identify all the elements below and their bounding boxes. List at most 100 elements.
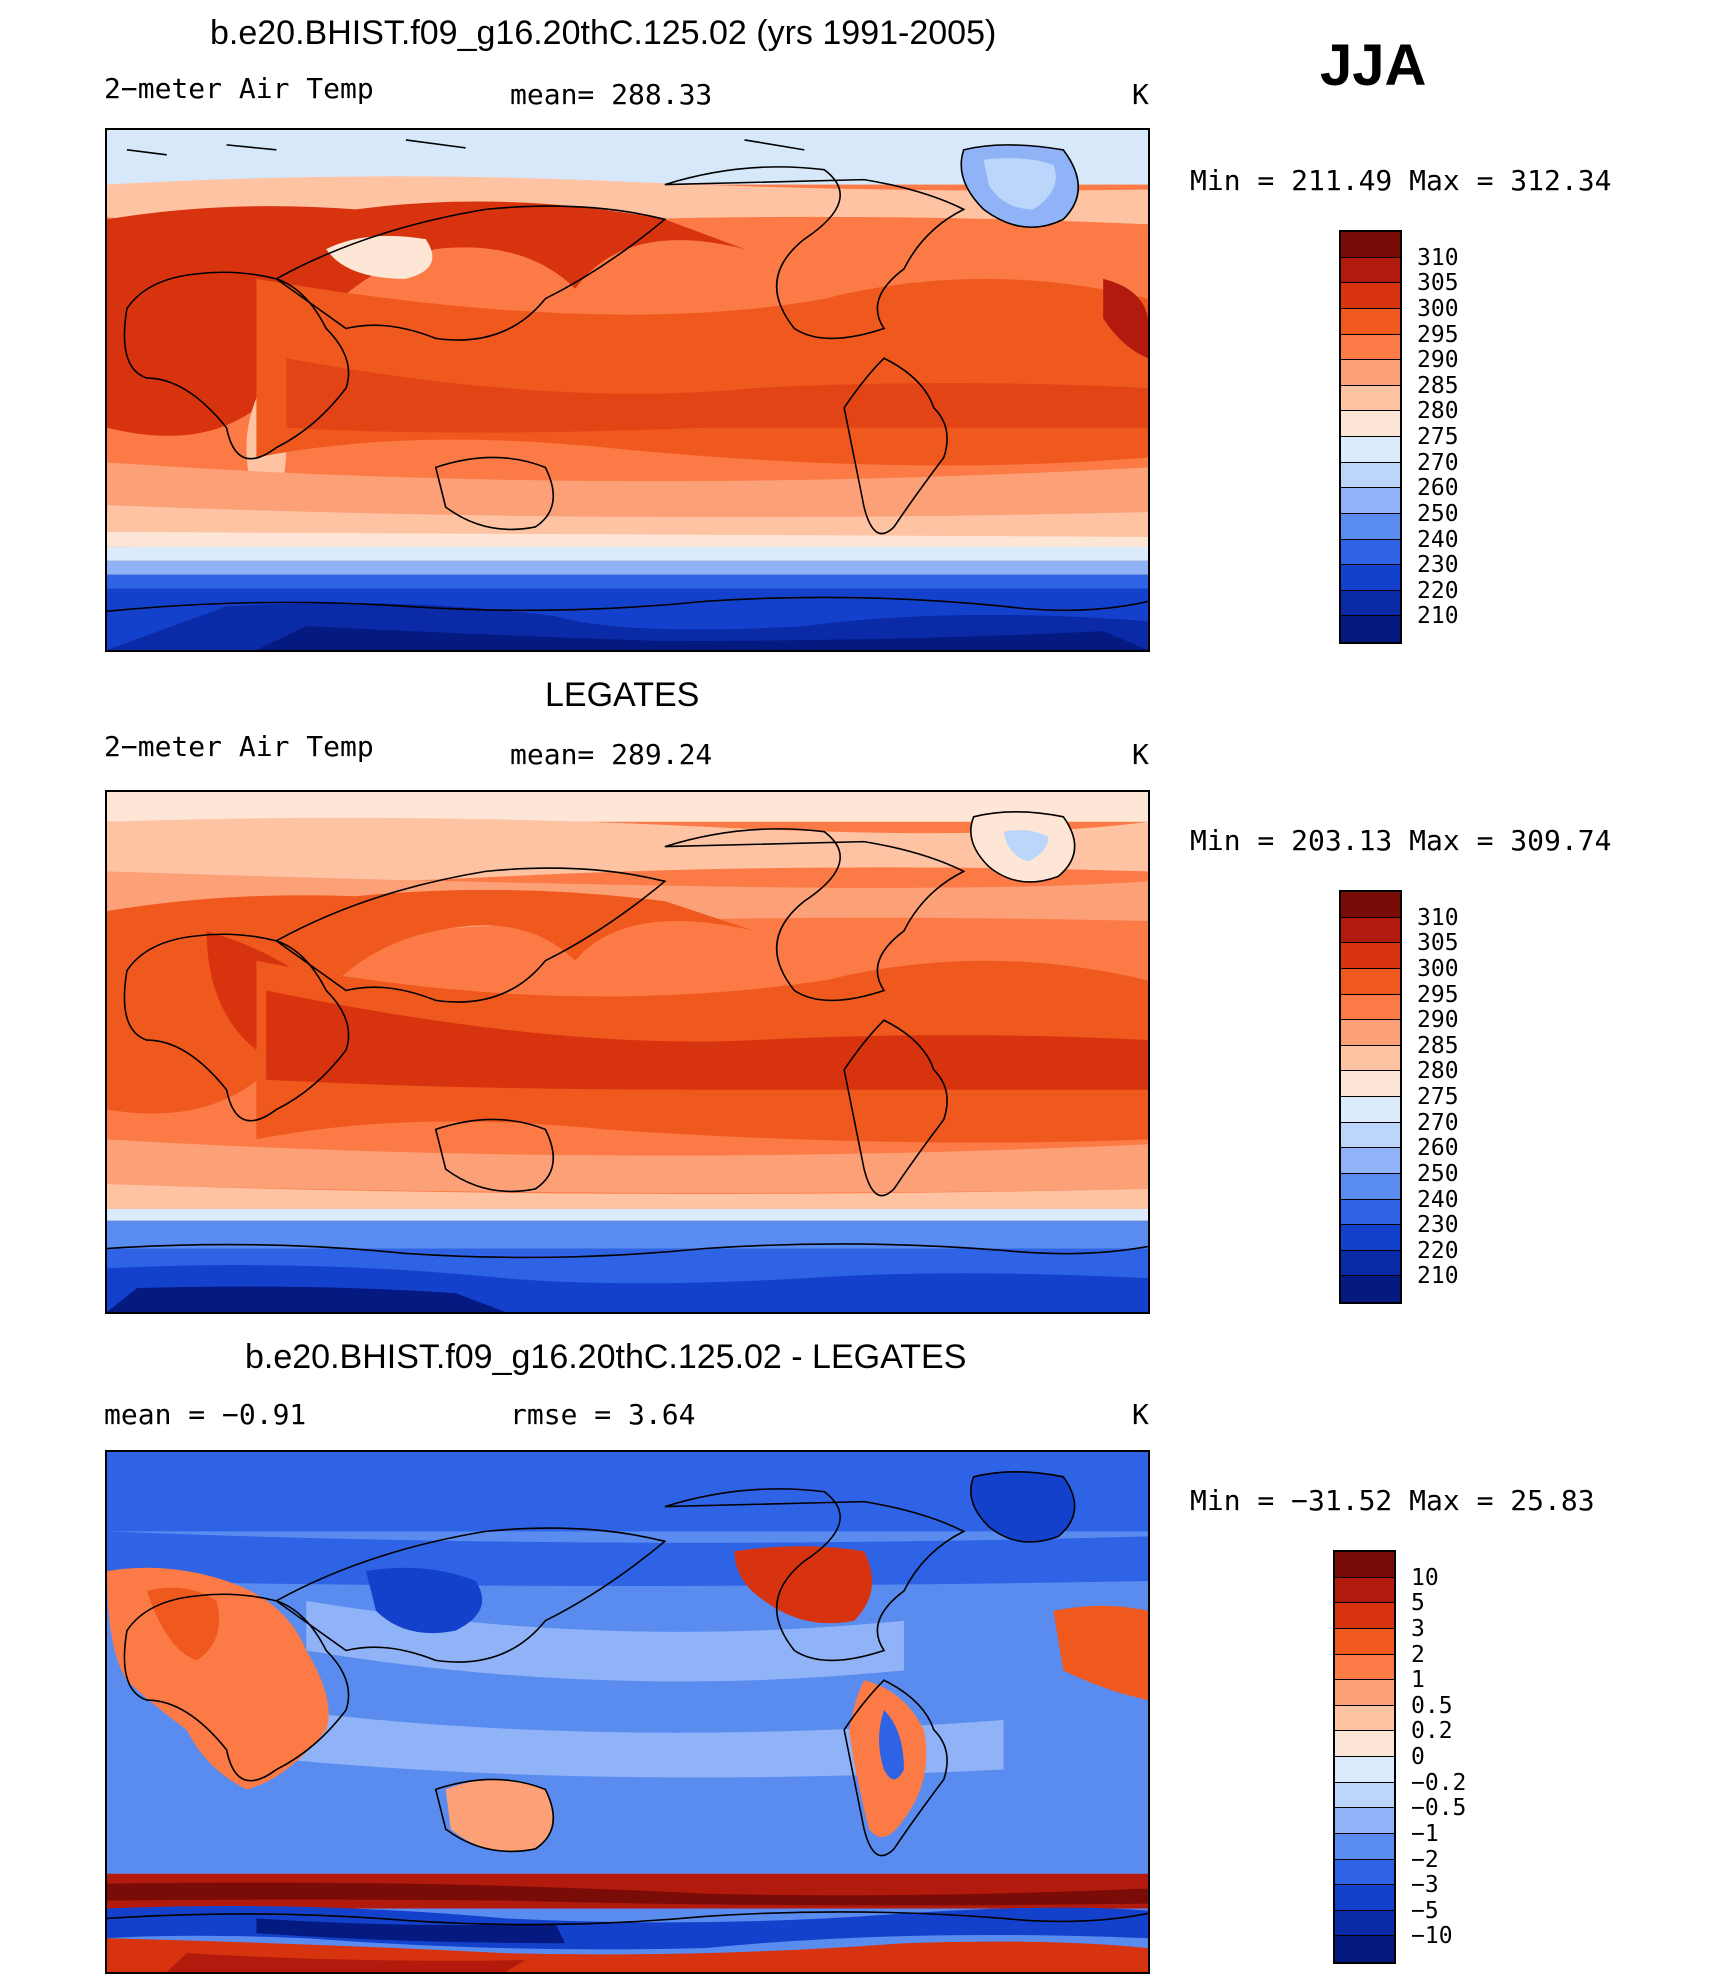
panel-1-unit-label: K — [1132, 78, 1149, 111]
colorbar-swatch — [1341, 590, 1400, 617]
colorbar-tick-label: 285 — [1417, 372, 1459, 399]
colorbar-swatch — [1341, 1225, 1400, 1251]
colorbar-swatch — [1335, 1705, 1394, 1732]
panel-1-map-svg — [107, 130, 1148, 650]
colorbar-swatch — [1335, 1654, 1394, 1681]
panel-2-colorbar — [1339, 890, 1402, 1304]
colorbar-tick-label: 285 — [1417, 1032, 1459, 1059]
colorbar-tick-label: 310 — [1417, 244, 1459, 271]
colorbar-swatch — [1341, 257, 1400, 284]
colorbar-tick-label: 220 — [1417, 577, 1459, 604]
colorbar-swatch — [1341, 1276, 1400, 1302]
colorbar-swatch — [1341, 565, 1400, 591]
colorbar-swatch — [1335, 1859, 1394, 1886]
colorbar-tick-label: 300 — [1417, 955, 1459, 982]
panel-2-map — [105, 790, 1150, 1314]
colorbar-tick-label: 230 — [1417, 1212, 1459, 1239]
colorbar-tick-label: 240 — [1417, 526, 1459, 553]
panel-2-unit-label: K — [1132, 738, 1149, 771]
colorbar-tick-label: 305 — [1417, 930, 1459, 957]
colorbar-swatch — [1341, 1045, 1400, 1072]
colorbar-tick-label: 295 — [1417, 321, 1459, 348]
colorbar-tick-label: 230 — [1417, 552, 1459, 579]
colorbar-swatch — [1341, 994, 1400, 1021]
panel-2-title: LEGATES — [545, 676, 700, 714]
colorbar-tick-label: 0.2 — [1411, 1718, 1453, 1745]
colorbar-tick-label: 260 — [1417, 475, 1459, 502]
panel-2-map-svg — [107, 792, 1148, 1312]
colorbar-swatch — [1341, 334, 1400, 361]
colorbar-tick-label: −3 — [1411, 1872, 1439, 1899]
panel-3-mean-label: mean = −0.91 — [104, 1398, 307, 1431]
colorbar-swatch — [1341, 539, 1400, 566]
colorbar-swatch — [1341, 943, 1400, 969]
colorbar-tick-label: 310 — [1417, 904, 1459, 931]
colorbar-swatch — [1335, 1603, 1394, 1629]
colorbar-tick-label: 295 — [1417, 981, 1459, 1008]
panel-1-colorbar — [1339, 230, 1402, 644]
colorbar-tick-label: 210 — [1417, 1263, 1459, 1290]
panel-3-rmse-label: rmse = 3.64 — [510, 1398, 696, 1431]
colorbar-tick-label: 210 — [1417, 603, 1459, 630]
colorbar-tick-label: 260 — [1417, 1135, 1459, 1162]
colorbar-swatch — [1341, 1148, 1400, 1174]
colorbar-tick-label: −10 — [1411, 1923, 1453, 1950]
panel-3-minmax-label: Min = −31.52 Max = 25.83 — [1190, 1484, 1595, 1517]
colorbar-swatch — [1335, 1910, 1394, 1937]
colorbar-tick-label: −5 — [1411, 1897, 1439, 1924]
panel-1-title: b.e20.BHIST.f09_g16.20thC.125.02 (yrs 19… — [210, 14, 997, 52]
colorbar-tick-label: 270 — [1417, 1109, 1459, 1136]
panel-1-map — [105, 128, 1150, 652]
panel-2-variable-label: 2−meter Air Temp — [104, 730, 374, 763]
colorbar-tick-label: 0.5 — [1411, 1692, 1453, 1719]
panel-3-map-svg — [107, 1452, 1148, 1972]
colorbar-swatch — [1341, 308, 1400, 335]
colorbar-swatch — [1341, 1020, 1400, 1046]
panel-1-mean-label: mean= 288.33 — [510, 78, 713, 111]
panel-2-mean-label: mean= 289.24 — [510, 738, 713, 771]
colorbar-tick-label: 2 — [1411, 1641, 1425, 1668]
panel-3-map — [105, 1450, 1150, 1974]
colorbar-tick-label: 0 — [1411, 1744, 1425, 1770]
colorbar-swatch — [1341, 1250, 1400, 1277]
panel-2-minmax-label: Min = 203.13 Max = 309.74 — [1190, 824, 1612, 857]
colorbar-swatch — [1335, 1833, 1394, 1860]
panel-3-unit-label: K — [1132, 1398, 1149, 1431]
colorbar-swatch — [1341, 1071, 1400, 1097]
colorbar-swatch — [1335, 1782, 1394, 1809]
colorbar-tick-label: 5 — [1411, 1590, 1425, 1617]
colorbar-tick-label: 280 — [1417, 398, 1459, 425]
colorbar-tick-label: 10 — [1411, 1564, 1439, 1591]
colorbar-swatch — [1341, 1122, 1400, 1149]
colorbar-swatch — [1341, 968, 1400, 995]
colorbar-tick-label: 240 — [1417, 1186, 1459, 1213]
colorbar-swatch — [1335, 1577, 1394, 1604]
panel-1-variable-label: 2−meter Air Temp — [104, 72, 374, 105]
panel-3-title: b.e20.BHIST.f09_g16.20thC.125.02 - LEGAT… — [245, 1338, 967, 1376]
colorbar-tick-label: −0.2 — [1411, 1769, 1467, 1796]
colorbar-swatch — [1335, 1552, 1394, 1578]
colorbar-swatch — [1335, 1936, 1394, 1962]
colorbar-tick-label: 290 — [1417, 1007, 1459, 1034]
colorbar-swatch — [1341, 513, 1400, 540]
colorbar-swatch — [1341, 411, 1400, 437]
colorbar-swatch — [1341, 1097, 1400, 1123]
colorbar-swatch — [1335, 1885, 1394, 1911]
colorbar-tick-label: −0.5 — [1411, 1795, 1467, 1822]
colorbar-tick-label: 280 — [1417, 1058, 1459, 1085]
colorbar-tick-label: 275 — [1417, 1084, 1459, 1110]
colorbar-swatch — [1341, 892, 1400, 918]
colorbar-swatch — [1341, 462, 1400, 489]
colorbar-tick-label: 3 — [1411, 1615, 1425, 1642]
colorbar-tick-label: 1 — [1411, 1667, 1425, 1694]
colorbar-tick-label: 305 — [1417, 270, 1459, 297]
colorbar-tick-label: 250 — [1417, 500, 1459, 527]
colorbar-tick-label: 270 — [1417, 449, 1459, 476]
colorbar-swatch — [1335, 1757, 1394, 1783]
colorbar-swatch — [1341, 437, 1400, 463]
colorbar-swatch — [1335, 1680, 1394, 1706]
colorbar-swatch — [1341, 917, 1400, 944]
colorbar-swatch — [1341, 385, 1400, 412]
colorbar-tick-label: 250 — [1417, 1160, 1459, 1187]
colorbar-swatch — [1341, 616, 1400, 642]
